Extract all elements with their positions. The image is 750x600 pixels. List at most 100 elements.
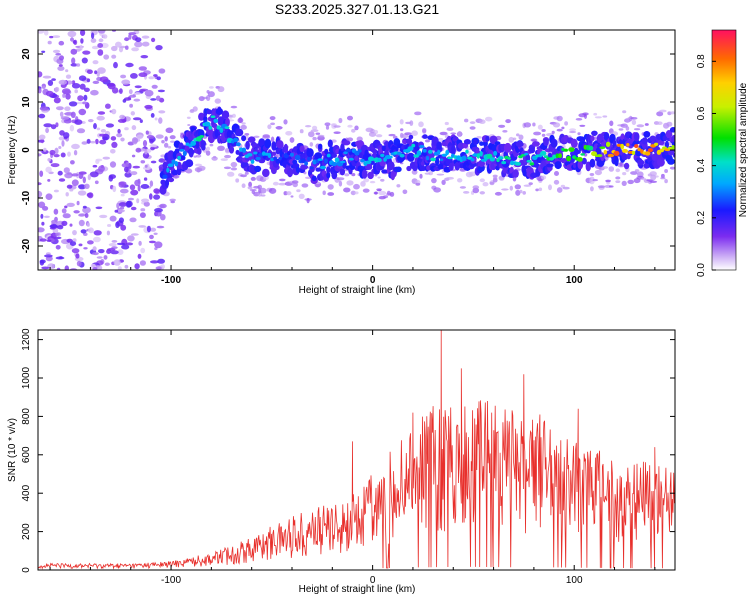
heatmap-noise-cell (153, 232, 158, 235)
heatmap-noise-cell (145, 130, 149, 135)
heatmap-band-cell (621, 153, 628, 161)
heatmap-band-cell (331, 153, 337, 158)
heatmap-halo-cell (537, 124, 543, 130)
heatmap-noise-cell (53, 208, 59, 215)
heatmap-halo-cell (485, 116, 493, 122)
heatmap-noise-cell (139, 212, 146, 219)
heatmap-noise-cell (58, 40, 65, 46)
heatmap-noise-cell (60, 152, 66, 158)
heatmap-noise-cell (140, 208, 146, 212)
heatmap-band-cell (672, 152, 675, 158)
heatmap-halo-cell (324, 122, 331, 126)
heatmap-halo-cell (469, 126, 476, 130)
heatmap-halo-cell (369, 133, 376, 137)
heatmap-noise-cell (51, 219, 58, 224)
heatmap-ridge-cell (422, 149, 427, 153)
colorbar-tick-label: 0.2 (696, 210, 707, 224)
heatmap-noise-cell (43, 147, 47, 152)
heatmap-band-cell (180, 155, 186, 161)
heatmap-noise-cell (148, 240, 156, 244)
heatmap-band-cell (367, 171, 374, 180)
heatmap-ridge-cell (441, 153, 448, 157)
heatmap-band-cell (164, 179, 170, 187)
heatmap-ridge-cell (399, 153, 405, 158)
heatmap-noise-cell (53, 189, 59, 193)
heatmap-halo-cell (159, 203, 167, 209)
heatmap-halo-cell (630, 117, 638, 120)
heatmap-noise-cell (92, 80, 100, 84)
heatmap-noise-cell (78, 184, 86, 190)
heatmap-noise-cell (110, 250, 119, 255)
heatmap-halo-cell (213, 155, 217, 159)
heatmap-noise-cell (55, 245, 61, 250)
heatmap-band-cell (174, 148, 180, 154)
heatmap-noise-cell (115, 221, 120, 228)
heatmap-ridge-cell (377, 157, 382, 163)
heatmap-band-cell (215, 108, 224, 115)
heatmap-halo-cell (476, 136, 482, 139)
heatmap-band-cell (575, 150, 581, 154)
heatmap-halo-cell (308, 131, 315, 138)
heatmap-noise-cell (74, 119, 83, 125)
heatmap-halo-cell (519, 189, 523, 194)
snr-y-tick-label: 200 (21, 523, 32, 540)
heatmap-noise-cell (138, 66, 147, 71)
heatmap-noise-cell (99, 139, 107, 145)
heatmap-halo-cell (551, 130, 555, 134)
heatmap-halo-cell (554, 171, 559, 176)
heatmap-band-cell (450, 145, 456, 156)
heatmap-halo-cell (377, 189, 382, 192)
heatmap-halo-cell (439, 131, 448, 136)
heatmap-ridge-cell (620, 143, 625, 150)
heatmap-noise-cell (41, 50, 46, 53)
heatmap-noise-cell (138, 72, 148, 77)
heatmap-band-cell (437, 163, 446, 170)
heatmap-halo-cell (625, 126, 630, 131)
heatmap-halo-cell (336, 177, 345, 181)
heatmap-noise-cell (117, 118, 127, 123)
heatmap-noise-cell (93, 123, 97, 130)
heatmap-noise-cell (73, 210, 80, 214)
heatmap-ridge-cell (411, 143, 416, 148)
heatmap-halo-cell (469, 121, 476, 124)
heatmap-halo-cell (354, 125, 359, 131)
heatmap-noise-cell (110, 136, 117, 141)
heatmap-noise-cell (133, 98, 141, 102)
heatmap-noise-cell (124, 37, 130, 42)
heatmap-noise-cell (69, 124, 75, 132)
heatmap-band-cell (262, 168, 270, 178)
heatmap-x-label: Height of straight line (km) (299, 285, 416, 296)
heatmap-ridge-cell (631, 150, 636, 155)
heatmap-ridge-cell (177, 155, 182, 160)
heatmap-noise-cell (120, 137, 125, 142)
heatmap-noise-cell (116, 202, 120, 209)
heatmap-noise-cell (132, 165, 141, 169)
heatmap-halo-cell (618, 128, 624, 131)
heatmap-noise-cell (78, 75, 87, 81)
heatmap-halo-cell (305, 125, 312, 128)
heatmap-band-cell (469, 162, 478, 167)
heatmap-noise-cell (149, 144, 158, 148)
heatmap-ridge-cell (647, 148, 654, 153)
heatmap-halo-cell (609, 185, 614, 188)
heatmap-noise-cell (70, 37, 74, 42)
heatmap-halo-cell (472, 185, 480, 190)
snr-y-tick-label: 1000 (21, 366, 32, 389)
heatmap-noise-cell (117, 249, 124, 256)
heatmap-ridge-cell (461, 155, 467, 161)
heatmap-band-cell (667, 158, 675, 165)
heatmap-ridge-cell (290, 152, 294, 157)
heatmap-noise-cell (96, 115, 105, 121)
heatmap-noise-cell (97, 111, 106, 115)
heatmap-ridge-cell (524, 152, 529, 156)
heatmap-halo-cell (327, 184, 334, 190)
heatmap-noise-cell (148, 76, 155, 80)
heatmap-ridge-cell (501, 161, 507, 165)
heatmap-band-cell (197, 147, 202, 155)
heatmap-noise-cell (71, 143, 80, 150)
heatmap-noise-cell (77, 95, 84, 102)
heatmap-noise-cell (66, 184, 73, 189)
heatmap-noise-cell (92, 60, 99, 65)
heatmap-halo-cell (494, 191, 502, 196)
heatmap-halo-cell (301, 183, 309, 188)
